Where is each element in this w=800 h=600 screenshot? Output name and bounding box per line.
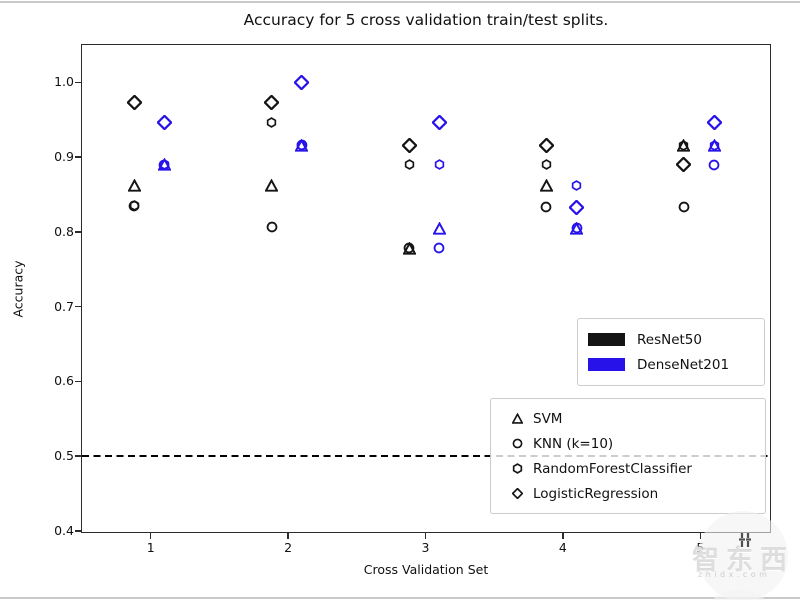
y-tick-label: 1.0 xyxy=(54,74,74,90)
legend-classifier-label: SVM xyxy=(533,410,563,427)
y-tick-mark xyxy=(75,305,81,308)
data-point-circle xyxy=(403,243,415,254)
watermark: 智东西 zhidx.com xyxy=(690,508,800,600)
data-point-hexagon xyxy=(129,200,139,212)
legend-classifier-label: RandomForestClassifier xyxy=(533,460,692,477)
legend-classifier-row: KNN (k=10) xyxy=(501,431,755,456)
legend-hexagon-icon xyxy=(501,463,533,474)
data-point-diamond xyxy=(294,74,310,90)
legend-classifier-label: KNN (k=10) xyxy=(533,435,614,452)
data-point-diamond xyxy=(676,157,692,173)
data-point-circle xyxy=(433,243,445,254)
x-tick-mark xyxy=(149,533,152,539)
chart-title: Accuracy for 5 cross validation train/te… xyxy=(243,11,609,29)
y-tick-label: 0.8 xyxy=(54,223,74,239)
x-tick-label: 2 xyxy=(284,540,293,555)
data-point-hexagon xyxy=(434,159,444,170)
screenshot-top-edge xyxy=(0,1,800,3)
data-point-diamond xyxy=(431,115,447,131)
y-tick-mark xyxy=(75,380,81,383)
y-axis-label: Accuracy xyxy=(10,260,26,318)
data-point-circle xyxy=(571,222,582,234)
data-point-hexagon xyxy=(297,139,307,151)
legend-classifier-row: SVM xyxy=(501,406,755,431)
legend-triangle-icon xyxy=(501,413,533,424)
data-point-diamond xyxy=(156,115,172,131)
legend-color-swatch xyxy=(588,358,625,371)
data-point-hexagon xyxy=(159,159,170,170)
data-point-circle xyxy=(541,201,552,213)
x-tick-label: 1 xyxy=(146,540,155,555)
data-point-diamond xyxy=(126,95,142,111)
data-point-triangle xyxy=(265,179,279,192)
x-tick-mark xyxy=(562,533,564,539)
data-point-hexagon xyxy=(709,139,719,151)
y-tick-mark xyxy=(75,530,81,532)
y-tick-label: 0.7 xyxy=(54,298,74,314)
legend-diamond-icon xyxy=(501,488,533,499)
data-point-hexagon xyxy=(679,139,689,151)
y-tick-label: 0.5 xyxy=(54,448,74,464)
data-point-diamond xyxy=(538,137,554,153)
y-tick-label: 0.6 xyxy=(54,373,74,389)
data-point-diamond xyxy=(401,137,417,153)
x-tick-label: 3 xyxy=(421,540,430,555)
watermark-subtext: zhidx.com xyxy=(698,570,771,579)
data-point-triangle xyxy=(539,179,553,192)
y-tick-mark xyxy=(75,156,81,158)
data-point-diamond xyxy=(264,95,280,111)
y-tick-label: 0.9 xyxy=(54,149,74,165)
data-point-triangle xyxy=(432,221,446,235)
data-point-diamond xyxy=(706,115,722,131)
legend-model-row: ResNet50 xyxy=(588,327,754,352)
data-point-diamond xyxy=(569,199,585,215)
legend-color-swatch xyxy=(588,333,625,346)
y-tick-mark xyxy=(75,81,81,84)
x-axis-label: Cross Validation Set xyxy=(363,562,489,577)
x-tick-label: 4 xyxy=(558,540,567,555)
watermark-circle xyxy=(698,511,788,600)
watermark-circle-partial xyxy=(708,590,770,600)
legend-classifier-label: LogisticRegression xyxy=(533,485,659,502)
x-tick-mark xyxy=(424,533,427,539)
legend-circle-icon xyxy=(501,438,533,449)
watermark-handle-icon xyxy=(739,533,751,547)
legend-model-label: DenseNet201 xyxy=(637,356,730,373)
x-tick-mark xyxy=(287,533,289,539)
legend-classifier-row: RandomForestClassifier xyxy=(501,456,755,481)
data-point-hexagon xyxy=(404,159,414,170)
y-tick-mark xyxy=(75,231,81,233)
data-point-hexagon xyxy=(571,180,582,191)
data-point-hexagon xyxy=(266,117,277,129)
legend-classifiers: SVM KNN (k=10) RandomForestClassifier Logis… xyxy=(490,398,766,514)
y-tick-label: 0.4 xyxy=(54,523,74,538)
data-point-hexagon xyxy=(541,159,552,170)
data-point-triangle xyxy=(127,179,141,192)
legend-classifier-row: LogisticRegression xyxy=(501,481,755,506)
y-tick-mark xyxy=(75,455,81,458)
data-point-circle xyxy=(708,159,720,170)
data-point-circle xyxy=(678,201,690,213)
legend-models: ResNet50 DenseNet201 xyxy=(577,318,765,386)
data-point-circle xyxy=(266,221,277,233)
legend-model-row: DenseNet201 xyxy=(588,352,754,377)
baseline-dashed-line xyxy=(82,455,769,458)
screenshot-bottom-edge xyxy=(0,597,800,599)
x-tick-mark xyxy=(699,533,702,539)
legend-model-label: ResNet50 xyxy=(637,331,702,348)
watermark-text: 智东西 xyxy=(692,545,794,576)
